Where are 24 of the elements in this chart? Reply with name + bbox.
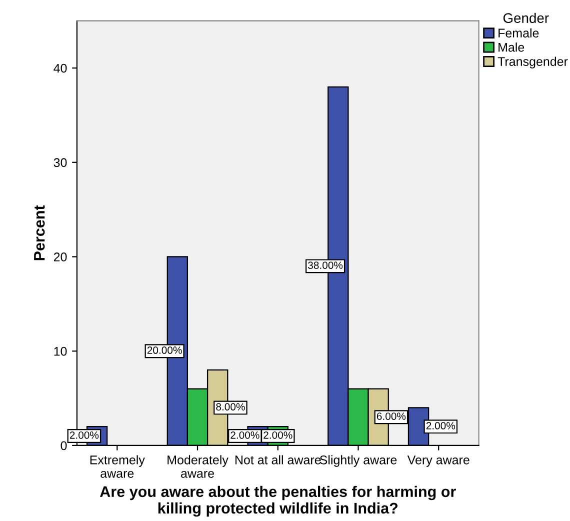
x-axis-title: Are you aware about the penalties for harming or killing protected wildlife in India? bbox=[100, 486, 456, 517]
data-label: 38.00% bbox=[308, 262, 343, 269]
x-tick-label: Very aware bbox=[407, 456, 470, 467]
legend-label: Transgender bbox=[498, 56, 568, 68]
y-axis-title: Percent bbox=[34, 205, 45, 260]
data-label: 2.00% bbox=[230, 431, 260, 439]
y-tick-label: 20 bbox=[54, 252, 67, 262]
data-label: 6.00% bbox=[376, 412, 406, 420]
y-tick-label: 30 bbox=[54, 158, 67, 168]
legend-title: Gender bbox=[503, 12, 549, 24]
x-tick-label: Extremely aware bbox=[90, 455, 145, 478]
x-tick-label: Slightly aware bbox=[320, 455, 397, 467]
annotation: 2.00% bbox=[426, 422, 456, 430]
data-label: 2.00% bbox=[70, 431, 99, 439]
data-label: 8.00% bbox=[216, 403, 245, 411]
y-tick-label: 10 bbox=[54, 346, 67, 356]
y-tick-label: 40 bbox=[54, 64, 67, 73]
legend-label: Female bbox=[498, 28, 539, 38]
x-tick-label: Not at all aware bbox=[235, 455, 321, 464]
data-label: 2.00% bbox=[264, 431, 292, 439]
data-label: 20.00% bbox=[147, 346, 182, 354]
legend-label: Male bbox=[498, 42, 524, 52]
y-tick-label: 0 bbox=[60, 441, 67, 450]
x-tick-label: Moderately aware bbox=[168, 455, 228, 478]
